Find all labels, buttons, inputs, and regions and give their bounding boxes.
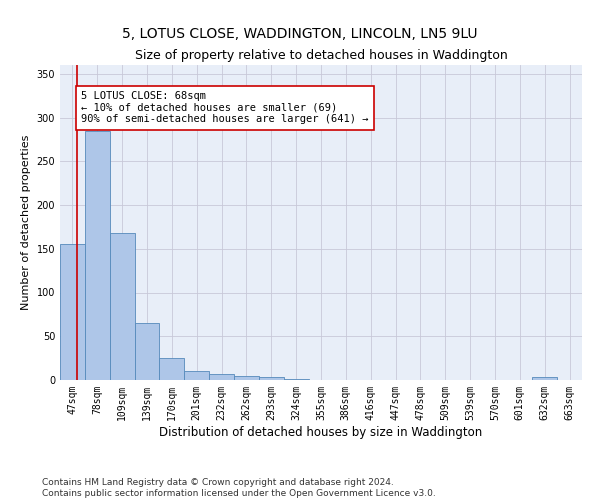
Bar: [259, 376, 284, 380]
Bar: [234, 376, 259, 380]
Bar: [110, 233, 134, 380]
Text: 5, LOTUS CLOSE, WADDINGTON, LINCOLN, LN5 9LU: 5, LOTUS CLOSE, WADDINGTON, LINCOLN, LN5…: [122, 28, 478, 42]
Bar: [85, 130, 110, 380]
Text: Contains HM Land Registry data © Crown copyright and database right 2024.
Contai: Contains HM Land Registry data © Crown c…: [42, 478, 436, 498]
Bar: [184, 371, 209, 380]
X-axis label: Distribution of detached houses by size in Waddington: Distribution of detached houses by size …: [160, 426, 482, 438]
Bar: [160, 358, 184, 380]
Bar: [209, 374, 234, 380]
Text: 5 LOTUS CLOSE: 68sqm
← 10% of detached houses are smaller (69)
90% of semi-detac: 5 LOTUS CLOSE: 68sqm ← 10% of detached h…: [81, 91, 368, 124]
Bar: [134, 323, 160, 380]
Bar: [532, 378, 557, 380]
Y-axis label: Number of detached properties: Number of detached properties: [21, 135, 31, 310]
Bar: [284, 379, 308, 380]
Title: Size of property relative to detached houses in Waddington: Size of property relative to detached ho…: [134, 50, 508, 62]
Bar: [60, 244, 85, 380]
